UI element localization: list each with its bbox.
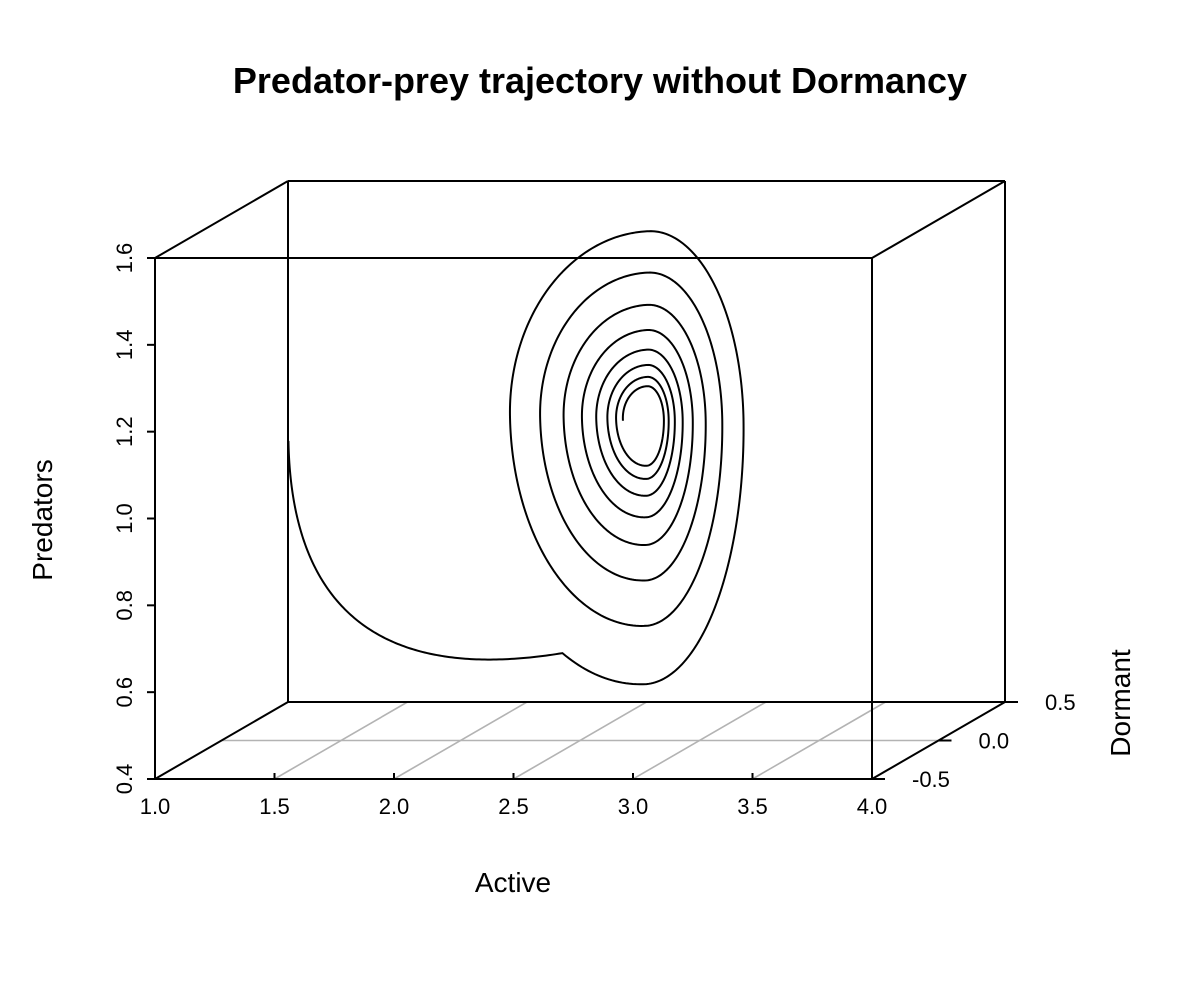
x-tick-label-3.0: 3.0 bbox=[618, 794, 649, 819]
x-tick-label-2.0: 2.0 bbox=[379, 794, 410, 819]
predators-axis-ticks: 0.4 0.6 0.8 1.0 1.2 1.4 1.6 bbox=[112, 243, 155, 795]
plot-box bbox=[154, 180, 1006, 780]
y-tick-label-1.6: 1.6 bbox=[112, 243, 137, 274]
y-tick-label-0.4: 0.4 bbox=[112, 764, 137, 795]
y-tick-label-0.8: 0.8 bbox=[112, 590, 137, 621]
z-tick-label-0.5: 0.5 bbox=[1045, 690, 1076, 715]
z-tick-label--0.5: -0.5 bbox=[912, 767, 950, 792]
x-tick-label-4.0: 4.0 bbox=[857, 794, 888, 819]
box-depth-edge-0 bbox=[154, 701, 289, 780]
x-axis-label: Active bbox=[475, 867, 551, 898]
y-tick-label-1.2: 1.2 bbox=[112, 416, 137, 447]
y-tick-label-1.0: 1.0 bbox=[112, 503, 137, 534]
active-axis-ticks: 1.0 1.5 2.0 2.5 3.0 3.5 4.0 bbox=[140, 773, 888, 819]
z-axis-label: Dormant bbox=[1105, 649, 1136, 757]
y-tick-label-1.4: 1.4 bbox=[112, 330, 137, 361]
x-tick-label-2.5: 2.5 bbox=[498, 794, 529, 819]
x-tick-label-3.5: 3.5 bbox=[737, 794, 768, 819]
box-depth-edge-2 bbox=[871, 180, 1006, 259]
y-tick-label-0.6: 0.6 bbox=[112, 677, 137, 708]
trajectory-line bbox=[287, 230, 745, 686]
box-depth-edge-3 bbox=[154, 180, 289, 259]
y-axis-label: Predators bbox=[27, 459, 58, 580]
x-tick-label-1.0: 1.0 bbox=[140, 794, 171, 819]
z-tick-label-0.0: 0.0 bbox=[979, 729, 1010, 754]
dormant-axis-ticks: -0.5 0.0 0.5 bbox=[872, 690, 1076, 792]
floor-grid bbox=[221, 701, 939, 780]
chart-title: Predator-prey trajectory without Dormanc… bbox=[233, 60, 967, 101]
x-tick-label-1.5: 1.5 bbox=[259, 794, 290, 819]
